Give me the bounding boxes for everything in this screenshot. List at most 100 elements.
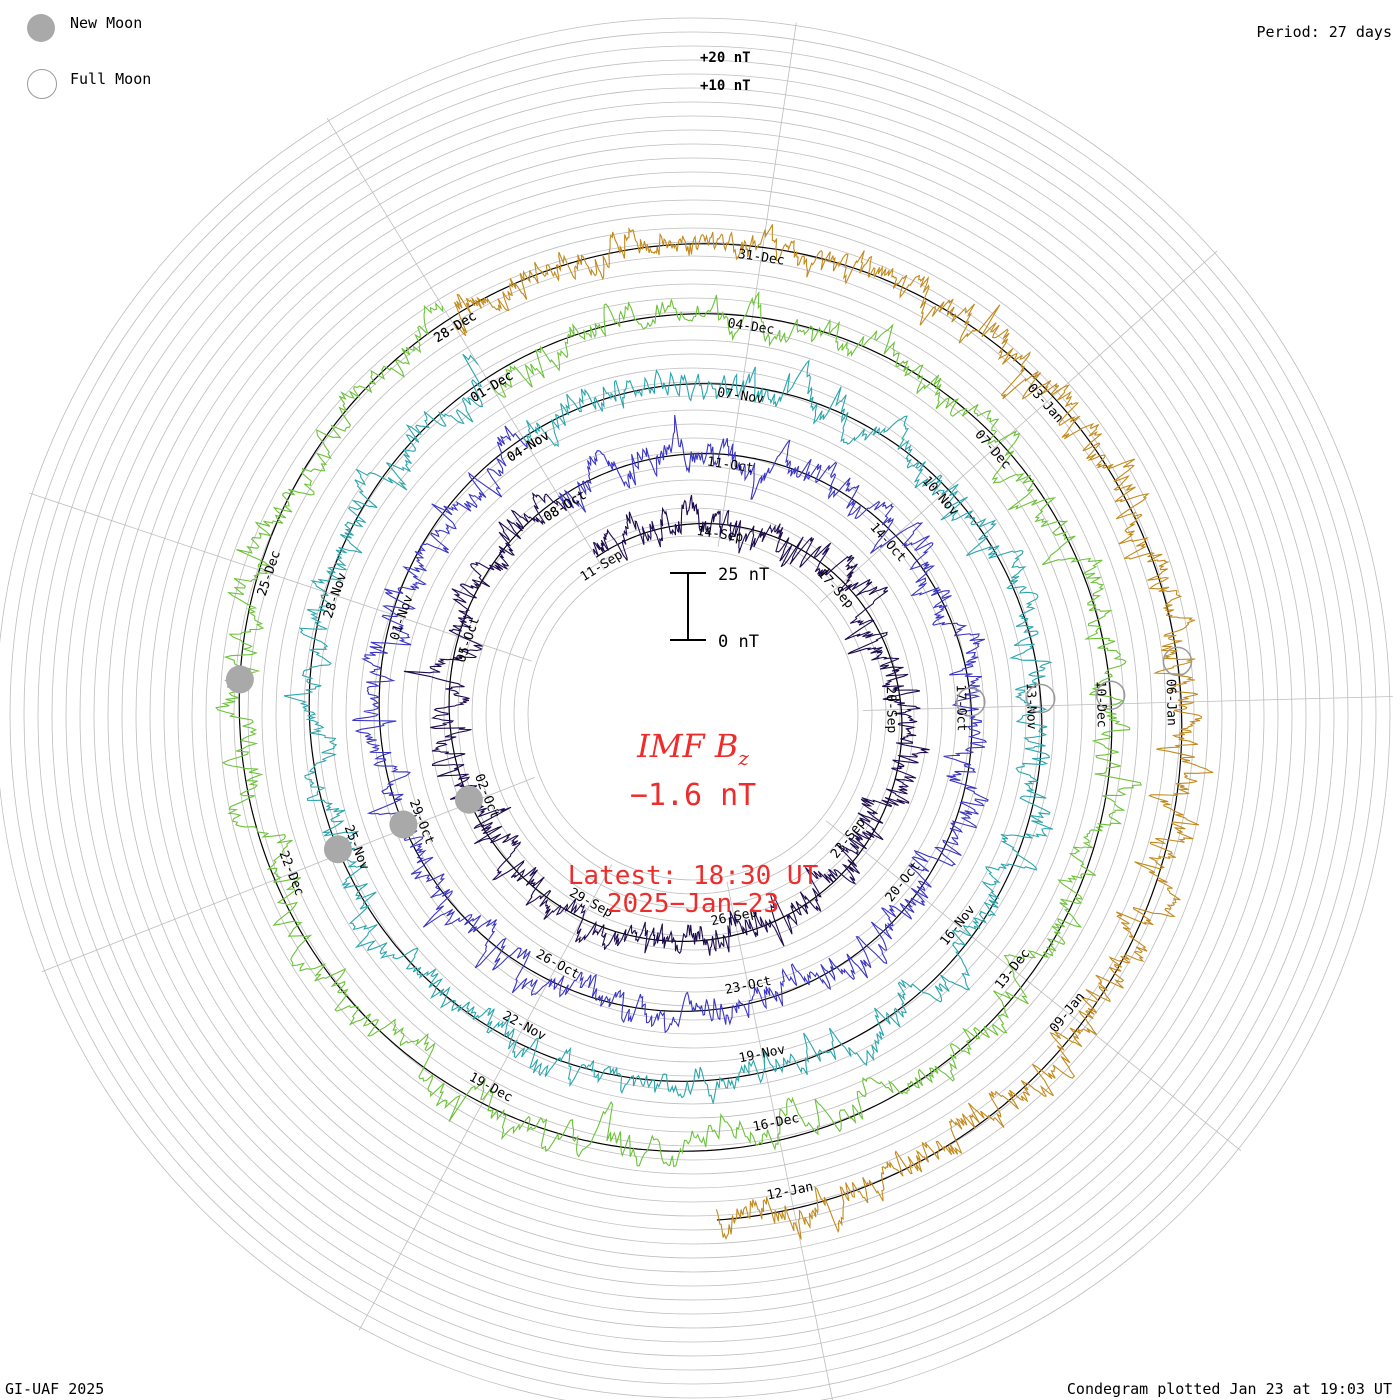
tick-label: 13-Dec [992, 946, 1033, 992]
tick-label: 26-Oct [533, 947, 581, 983]
tick-label: 14-Sep [696, 524, 745, 546]
zero-line-rotation-1 [448, 497, 903, 942]
latest-time: Latest: 18:30 UT [568, 861, 819, 891]
tick-label: 20-Sep [883, 686, 899, 734]
grid-spoke [326, 118, 605, 571]
tick-label: 11-Oct [706, 455, 755, 477]
full-moon-marker [956, 687, 986, 717]
grid-circles [0, 17, 1391, 1400]
grid-circle [37, 59, 1349, 1371]
grid-circle [93, 115, 1293, 1315]
grid-spoke [726, 881, 833, 1400]
grid-circle [51, 73, 1335, 1357]
new-moon-marker [323, 835, 352, 864]
new-moon-marker [389, 810, 418, 839]
scale-label-plus10: +10 nT [700, 78, 751, 94]
grid-spoke [825, 820, 1242, 1151]
data-series [215, 224, 1214, 1240]
grid-circle [79, 101, 1307, 1329]
grid-circle [233, 255, 1153, 1175]
grid-circle [65, 87, 1321, 1343]
title-subscript: z [737, 746, 749, 770]
tick-label: 23-Sep [828, 815, 869, 861]
grid-spoke [862, 696, 1393, 711]
grid-circle [23, 45, 1363, 1385]
latest-date: 2025−Jan−23 [607, 889, 779, 919]
grid-circle [205, 227, 1181, 1203]
full-moon-marker [1025, 683, 1056, 714]
grid-spoke [358, 864, 613, 1331]
current-value: −1.6 nT [630, 778, 756, 813]
grid-circle [191, 213, 1195, 1217]
tick-label: 04-Dec [727, 316, 776, 338]
grid-circle [9, 31, 1377, 1399]
tick-label: 20-Oct [883, 859, 924, 905]
footer-plot-time: Condegram plotted Jan 23 at 19:03 UT [1066, 1380, 1392, 1398]
new-moon-icon [27, 14, 55, 42]
scale-bar: 25 nT 0 nT [670, 565, 769, 652]
tick-label: 01-Nov [388, 593, 417, 642]
grid-spoke [41, 776, 535, 973]
scale-bar-top-label: 25 nT [718, 565, 769, 585]
footer-credit: GI-UAF 2025 [5, 1380, 105, 1398]
grid-circle [247, 269, 1139, 1161]
tick-label: 22-Nov [500, 1009, 549, 1045]
title-main: IMF B [636, 727, 738, 765]
svg-text:IMF Bz: IMF Bz [636, 727, 749, 770]
grid-circle [401, 423, 985, 1007]
tick-label: 07-Nov [716, 385, 765, 407]
full-moon-marker [1162, 646, 1193, 677]
grid-circle [163, 185, 1223, 1245]
grid-circle [499, 521, 887, 909]
zero-line-rotation-4 [238, 313, 1113, 1152]
grid-circle [345, 367, 1041, 1063]
series-rotation-4 [215, 290, 1143, 1168]
new-moon-label: New Moon [70, 14, 143, 32]
zero-line-rotation-3 [308, 377, 1043, 1082]
period-label: Period: 27 days [1256, 23, 1392, 41]
scale-bar-bottom-label: 0 nT [718, 632, 759, 652]
grid-circle [177, 199, 1209, 1231]
grid-circle [303, 325, 1083, 1105]
grid-spoke [28, 492, 532, 662]
grid-circle [513, 535, 873, 895]
zero-line-rotation-5 [449, 243, 1183, 1221]
grid-circle [317, 339, 1069, 1091]
new-moon-marker [454, 785, 483, 814]
tick-label: 16-Nov [938, 903, 979, 949]
grid-circle [149, 171, 1237, 1259]
series-rotation-1 [403, 492, 930, 956]
grid-circle [0, 17, 1391, 1400]
grid-circle [457, 479, 929, 951]
series-rotation-5 [453, 224, 1214, 1240]
center-title: IMF Bz [636, 727, 749, 770]
grid-circle [527, 549, 859, 881]
tick-label: 31-Dec [737, 247, 786, 269]
grid-circle [289, 311, 1097, 1119]
grid-circle [387, 409, 999, 1021]
grid-circle [107, 129, 1279, 1301]
grid-spokes [28, 22, 1393, 1400]
full-moon-marker [1095, 680, 1126, 710]
full-moon-label: Full Moon [70, 70, 152, 88]
grid-circle [415, 437, 971, 993]
grid-circle [135, 157, 1251, 1273]
tick-label: 12-Jan [766, 1180, 815, 1204]
grid-circle [373, 395, 1013, 1035]
tick-label: 17-Oct [953, 684, 969, 731]
grid-circle [261, 283, 1125, 1147]
grid-circle [331, 353, 1055, 1077]
scale-label-plus20: +20 nT [700, 50, 751, 66]
zero-line-rotation-2 [378, 437, 973, 1012]
new-moon-marker [225, 665, 254, 694]
grid-circle [275, 297, 1111, 1133]
tick-label: 16-Dec [752, 1111, 801, 1135]
tick-label: 06-Jan [1163, 679, 1179, 726]
grid-circle [121, 143, 1265, 1287]
series-rotation-3 [283, 353, 1054, 1104]
full-moon-icon [27, 69, 57, 99]
grid-spoke [820, 250, 1218, 603]
tick-label: 19-Nov [738, 1042, 787, 1066]
grid-spoke [717, 22, 797, 547]
